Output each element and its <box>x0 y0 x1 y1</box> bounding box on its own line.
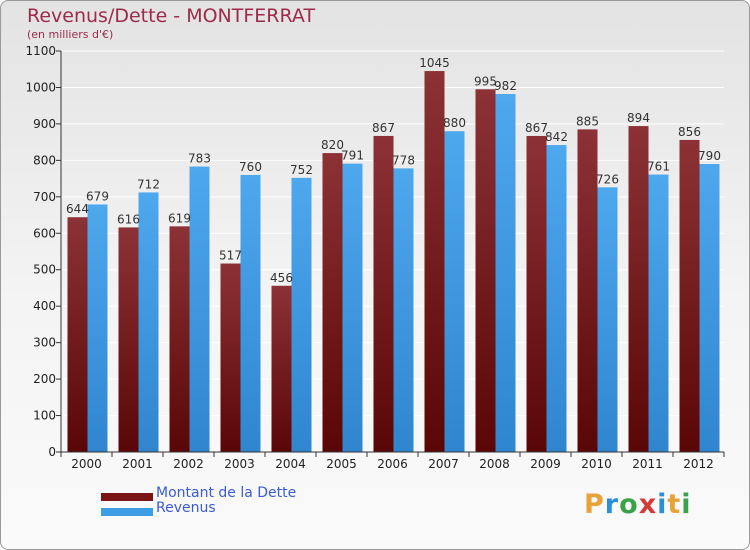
data-label: 791 <box>341 149 364 163</box>
data-label: 995 <box>474 74 497 88</box>
proxiti-logo: Proxiti <box>584 489 692 520</box>
data-label: 1045 <box>419 56 450 70</box>
bar-dette <box>424 71 445 453</box>
bar-revenus <box>189 166 210 452</box>
bar-revenus <box>393 168 414 452</box>
logo-letter: P <box>584 489 605 520</box>
x-tick-label: 2009 <box>530 457 561 471</box>
bar-revenus <box>699 164 720 452</box>
y-tick-label: 600 <box>33 226 56 240</box>
bar-dette <box>628 126 649 452</box>
bar-dette <box>67 217 88 452</box>
bar-revenus <box>648 174 669 452</box>
data-label: 982 <box>494 79 517 93</box>
data-label: 880 <box>443 116 466 130</box>
bar-dette <box>220 263 241 452</box>
data-label: 760 <box>239 160 262 174</box>
bar-revenus <box>138 192 159 452</box>
bar-dette <box>679 139 700 452</box>
bar-revenus <box>444 131 465 452</box>
legend-label-revenus: Revenus <box>156 500 216 516</box>
chart-title: Revenus/Dette - MONTFERRAT <box>27 5 316 27</box>
logo-letter: x <box>638 489 658 520</box>
data-label: 894 <box>627 111 650 125</box>
data-label: 619 <box>168 211 191 225</box>
x-tick-label: 2000 <box>71 457 102 471</box>
y-tick-label: 100 <box>33 409 56 423</box>
y-tick-label: 0 <box>48 445 56 459</box>
data-label: 616 <box>117 212 140 226</box>
y-axis: 0 100 200 300 400 500 600 700 800 900 1000 1100 <box>25 44 62 459</box>
legend-swatch-revenus <box>101 508 153 516</box>
legend-label-dette: Montant de la Dette <box>156 485 297 501</box>
logo-letter: o <box>619 489 639 520</box>
data-label: 867 <box>372 121 395 135</box>
data-label: 456 <box>270 271 293 285</box>
data-label: 885 <box>576 114 599 128</box>
bar-revenus <box>87 204 108 452</box>
bar-revenus <box>495 94 516 453</box>
data-label: 842 <box>545 130 568 144</box>
data-label: 752 <box>290 163 313 177</box>
bar-dette <box>322 153 343 452</box>
bars <box>67 71 720 453</box>
chart-subtitle: (en milliers d'€) <box>27 28 114 41</box>
data-label: 679 <box>86 189 109 203</box>
x-tick-label: 2001 <box>122 457 153 471</box>
y-tick-label: 900 <box>33 117 56 131</box>
y-tick-label: 800 <box>33 153 56 167</box>
x-tick-label: 2012 <box>683 457 714 471</box>
bar-dette <box>475 89 496 452</box>
y-tick-label: 500 <box>33 263 56 277</box>
y-tick-label: 300 <box>33 336 56 350</box>
y-tick-label: 200 <box>33 372 56 386</box>
bar-dette <box>271 285 292 452</box>
logo-letter: r <box>604 489 620 520</box>
data-label: 790 <box>698 149 721 163</box>
data-label: 783 <box>188 152 211 166</box>
x-tick-label: 2006 <box>377 457 408 471</box>
data-label: 820 <box>321 138 344 152</box>
logo-letter: t <box>667 489 682 520</box>
y-tick-label: 700 <box>33 190 56 204</box>
x-tick-label: 2011 <box>632 457 663 471</box>
x-tick-label: 2003 <box>224 457 255 471</box>
data-label: 644 <box>66 202 89 216</box>
bar-chart: 0 100 200 300 400 500 600 700 800 900 1000 1100 644… <box>25 44 725 471</box>
data-label: 712 <box>137 177 160 191</box>
bar-revenus <box>240 174 261 453</box>
bar-dette <box>577 129 598 453</box>
bar-revenus <box>546 145 567 452</box>
bar-dette <box>526 135 547 452</box>
x-tick-label: 2008 <box>479 457 510 471</box>
bar-revenus <box>342 163 363 453</box>
logo-letter: i <box>681 489 692 520</box>
bar-dette <box>118 227 139 452</box>
data-label: 517 <box>219 249 242 263</box>
x-tick-label: 2007 <box>428 457 459 471</box>
bar-dette <box>169 226 190 452</box>
data-label: 867 <box>525 121 548 135</box>
y-tick-label: 1000 <box>25 80 56 94</box>
x-tick-label: 2002 <box>173 457 204 471</box>
x-tick-label: 2010 <box>581 457 612 471</box>
data-label: 726 <box>596 172 619 186</box>
logo-letter: i <box>657 489 668 520</box>
y-tick-label: 1100 <box>25 44 56 58</box>
bar-revenus <box>597 187 618 452</box>
x-axis: 2000 2001 2002 2003 2004 2005 2006 2007 2008 2009… <box>60 451 725 471</box>
x-tick-label: 2005 <box>326 457 357 471</box>
bar-dette <box>373 135 394 452</box>
data-label: 778 <box>392 153 415 167</box>
legend-swatch-dette <box>101 493 153 501</box>
x-tick-label: 2004 <box>275 457 306 471</box>
data-label: 856 <box>678 125 701 139</box>
bar-revenus <box>291 177 312 452</box>
data-label: 761 <box>647 160 670 174</box>
y-tick-label: 400 <box>33 299 56 313</box>
